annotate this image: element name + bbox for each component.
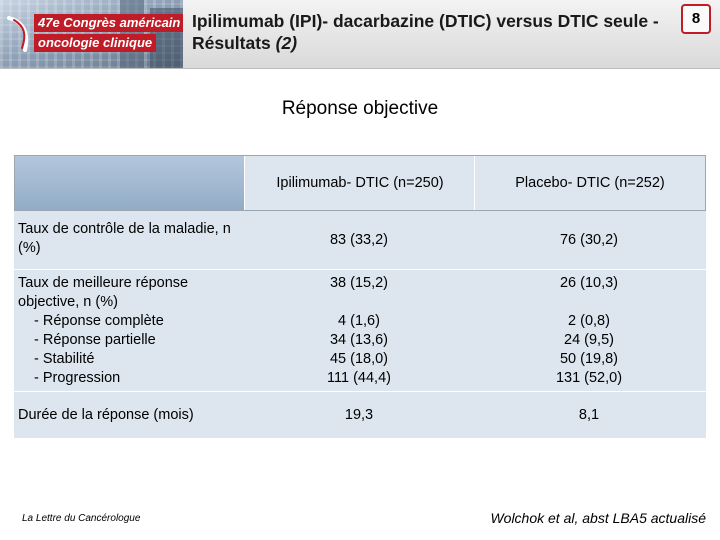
subitem-value-placebo: 50 (19,8) — [559, 351, 619, 367]
subitem-value-ipi: 34 (13,6) — [329, 332, 389, 348]
slide-header: 47e Congrès américain en oncologie clini… — [0, 0, 720, 69]
banner-line-1: 47e Congrès américain en — [34, 14, 183, 32]
row-value-placebo: 26 (10,3) — [559, 275, 619, 291]
row-value-ipi: 19,3 — [344, 407, 374, 423]
column-header-placebo: Placebo- DTIC (n=252) — [515, 175, 665, 191]
subitem-label: - Progression — [34, 370, 121, 386]
slide-title-main: Ipilimumab (IPI)- dacarbazine (DTIC) ver… — [192, 11, 659, 53]
conference-logo-icon — [7, 16, 29, 52]
slide-title: Ipilimumab (IPI)- dacarbazine (DTIC) ver… — [192, 10, 662, 54]
column-divider — [244, 156, 245, 210]
row-value-placebo: 76 (30,2) — [559, 232, 619, 248]
row-value-ipi: 83 (33,2) — [329, 232, 389, 248]
table-header-corner — [15, 156, 245, 210]
row-label: Taux de meilleure réponse objective, n (… — [18, 275, 189, 310]
table-row: Taux de contrôle de la maladie, n (%) 83… — [14, 211, 706, 270]
row-value-placebo: 8,1 — [578, 407, 600, 423]
row-value-ipi: 38 (15,2) — [329, 275, 389, 291]
row-label: Taux de contrôle de la maladie, n (%) — [18, 221, 231, 256]
conference-banner: 47e Congrès américain en oncologie clini… — [0, 0, 183, 68]
banner-line-2: oncologie clinique — [34, 34, 157, 52]
subitem-label: - Réponse partielle — [34, 332, 156, 348]
subitem-label: - Réponse complète — [34, 313, 164, 329]
subitem-value-placebo: 131 (52,0) — [555, 370, 623, 386]
results-table: Ipilimumab- DTIC (n=250) Placebo- DTIC (… — [14, 155, 706, 439]
slide-title-suffix: (2) — [275, 33, 298, 53]
subitem-value-placebo: 24 (9,5) — [564, 332, 614, 348]
subitem-value-placebo: 2 (0,8) — [568, 313, 610, 329]
slide-number-badge: 8 — [681, 4, 711, 34]
subitem-value-ipi: 111 (44,4) — [327, 370, 391, 386]
column-divider — [474, 156, 475, 210]
table-row: Durée de la réponse (mois) 19,3 8,1 — [14, 392, 706, 439]
footer-source-journal: La Lettre du Cancérologue — [22, 513, 141, 524]
footer-citation: Wolchok et al, abst LBA5 actualisé — [490, 510, 706, 526]
subitem-value-ipi: 45 (18,0) — [329, 351, 389, 367]
subitem-value-ipi: 4 (1,6) — [338, 313, 380, 329]
subitem-label: - Stabilité — [34, 351, 95, 367]
column-header-ipi: Ipilimumab- DTIC (n=250) — [276, 175, 444, 191]
table-header-row: Ipilimumab- DTIC (n=250) Placebo- DTIC (… — [14, 155, 706, 211]
row-label: Durée de la réponse (mois) — [18, 407, 194, 423]
section-subtitle: Réponse objective — [281, 98, 439, 119]
table-row: Taux de meilleure réponse objective, n (… — [14, 270, 706, 392]
